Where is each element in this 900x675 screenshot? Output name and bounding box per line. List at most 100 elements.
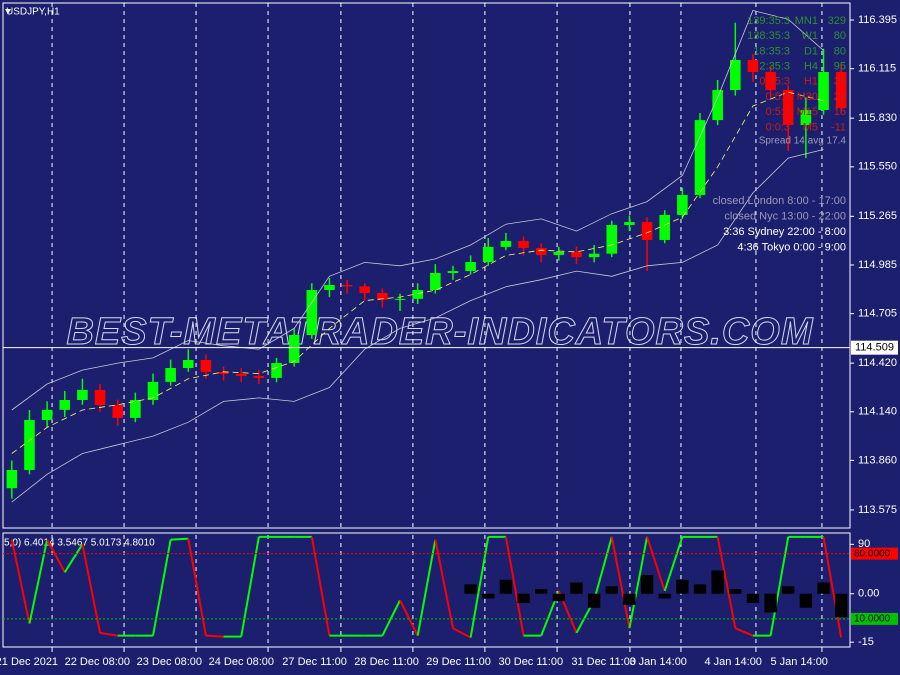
candle-body <box>712 90 723 121</box>
info-cell: 95 <box>834 61 846 73</box>
histogram-bar <box>693 584 707 594</box>
info-cell: 0:35:3 <box>759 76 790 88</box>
candle-body <box>377 292 388 300</box>
info-cell: 15 <box>834 106 846 118</box>
candle-body <box>694 120 706 195</box>
histogram-bar <box>711 570 724 594</box>
oscillator-segment <box>734 627 754 637</box>
oscillator-segment <box>381 599 401 637</box>
candle-body <box>341 284 353 287</box>
histogram-bar <box>817 582 830 594</box>
candle-body <box>253 375 265 378</box>
oscillator-segment <box>310 536 331 636</box>
candle-body <box>235 373 247 376</box>
histogram-bar <box>570 582 583 594</box>
info-cell: M5 <box>803 121 818 133</box>
candle-body <box>412 289 423 299</box>
candle-body <box>306 289 318 335</box>
candle-body <box>130 399 141 418</box>
candle-body <box>571 251 582 258</box>
spread-info: Spread 14 avg 17.4 <box>759 136 847 147</box>
y-tick-label: 114.140 <box>858 406 897 418</box>
watermark: BEST-METATRADER-INDICATORS.COM <box>66 311 813 353</box>
candle-body <box>94 389 106 406</box>
x-tick-label: 23 Dec 08:00 <box>137 656 202 668</box>
oscillator-segment <box>822 536 843 638</box>
histogram-bar <box>499 579 513 594</box>
oscillator-segment <box>81 544 102 634</box>
oscillator-plot <box>10 535 848 645</box>
candle-body <box>500 241 512 247</box>
oscillator-segment <box>452 627 472 639</box>
info-cell: 39 <box>834 76 846 88</box>
candle-body <box>182 360 194 368</box>
histogram-bar <box>535 589 548 594</box>
y-tick-label: 115.830 <box>858 112 897 124</box>
symbol-menu-arrow[interactable] <box>5 9 11 14</box>
y-tick-label: 116.395 <box>858 14 897 26</box>
x-tick-label: 29 Dec 11:00 <box>426 656 491 668</box>
candle-body <box>112 405 123 418</box>
x-tick-label: 4 Jan 14:00 <box>704 656 762 668</box>
oscillator-segment <box>170 537 189 541</box>
histogram-bar <box>746 593 760 604</box>
candle-body <box>659 214 671 240</box>
candle-body <box>782 90 794 125</box>
y-tick-label: 114.985 <box>858 259 897 271</box>
x-tick-label: 5 Jan 14:00 <box>770 656 828 668</box>
candle-body <box>835 71 847 108</box>
level-label-box <box>851 612 898 625</box>
oscillator-segment <box>152 539 172 636</box>
oscillator-segment <box>469 536 490 638</box>
info-cell: 2:35:3 <box>759 61 790 73</box>
info-cell: H1 <box>804 76 818 88</box>
level-label: 10.0000 <box>854 614 891 625</box>
candle-body <box>800 110 812 125</box>
candle-body <box>535 247 547 255</box>
info-cell: 329 <box>828 15 846 27</box>
symbol-title: USDJPY,H1 <box>6 7 60 18</box>
histogram-bar <box>517 593 530 604</box>
info-cell: 0:0:3 <box>766 121 790 133</box>
session-info: 3:36 Sydney 22:00 - 8:00 <box>723 226 846 238</box>
oscillator-segment <box>46 539 66 573</box>
histogram-bar <box>782 586 795 594</box>
x-tick-label: 22 Dec 08:00 <box>65 656 130 668</box>
candle-body <box>518 241 529 248</box>
info-cell: 29 <box>834 91 846 103</box>
price-label-box <box>851 340 898 355</box>
candle-body <box>218 371 229 374</box>
candle-body <box>24 419 35 470</box>
y-tick-label: 115.265 <box>858 210 897 222</box>
main-panel-frame <box>2 2 851 529</box>
info-cell: 139:35:3 <box>747 15 790 27</box>
histogram-bar <box>835 593 848 618</box>
candle-body <box>482 246 494 263</box>
y-tick-label: 114.705 <box>858 308 897 320</box>
session-info: closed London 8:00 - 17:00 <box>713 195 846 207</box>
session-info: closed Nyc 13:00 - 22:00 <box>724 210 846 222</box>
info-cell: 138:35:3 <box>747 30 790 42</box>
candle-body <box>77 389 88 400</box>
info-cell: W1 <box>802 30 819 42</box>
oscillator-label: 5,0) 6.4014 3.5467 5.0173 4.8010 <box>4 538 155 549</box>
candle-body <box>730 59 741 91</box>
oscillator-panel-frame <box>2 532 851 648</box>
histogram-bar <box>729 589 742 594</box>
histogram-bar <box>482 593 495 599</box>
x-tick-label: 24 Dec 08:00 <box>209 656 274 668</box>
main-plot <box>6 3 847 528</box>
level-label-box <box>851 547 898 560</box>
histogram-bar <box>587 593 601 608</box>
oscillator-segment <box>187 538 207 636</box>
oscillator-segment <box>663 536 684 592</box>
candle-body <box>641 222 653 240</box>
y-tick-label: 113.860 <box>858 454 897 466</box>
y-tick-label: 116.115 <box>858 63 896 75</box>
oscillator-segment <box>205 634 224 638</box>
candle-body <box>747 59 759 72</box>
info-cell: H4 <box>804 61 818 73</box>
session-info: 4:36 Tokyo 0:00 - 9:00 <box>737 241 846 253</box>
